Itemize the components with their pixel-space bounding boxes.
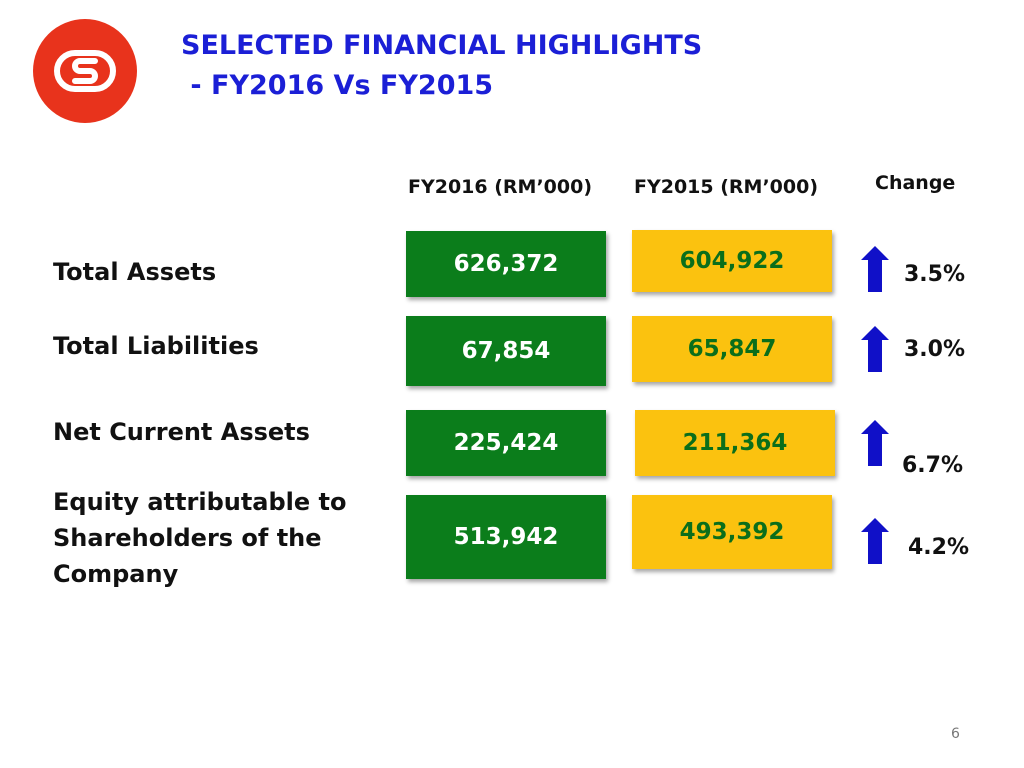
up-arrow-icon <box>861 420 889 466</box>
change-net-current-assets: 6.7% <box>902 453 964 478</box>
fy2016-value-net-current-assets: 225,424 <box>406 410 606 476</box>
fy2016-value-total-liabilities: 67,854 <box>406 316 606 386</box>
change-total-assets: 3.5% <box>904 262 966 287</box>
page-number: 6 <box>951 726 960 742</box>
page-title: SELECTED FINANCIAL HIGHLIGHTS - FY2016 V… <box>181 26 702 106</box>
fy2015-value-total-liabilities: 65,847 <box>632 316 832 382</box>
company-logo <box>33 19 137 123</box>
row-label-equity-attributable: Equity attributable to Shareholders of t… <box>53 488 347 588</box>
fy2015-value-net-current-assets: 211,364 <box>635 410 835 476</box>
up-arrow-icon <box>861 246 889 292</box>
change-total-liabilities: 3.0% <box>904 337 966 362</box>
up-arrow-icon <box>861 518 889 564</box>
fy2016-value-total-assets: 626,372 <box>406 231 606 297</box>
column-header-fy2016: FY2016 (RM’000) <box>408 176 593 198</box>
title-line-2: - FY2016 Vs FY2015 <box>181 70 494 101</box>
fy2015-value-equity-attributable: 493,392 <box>632 495 832 569</box>
change-equity-attributable: 4.2% <box>908 535 970 560</box>
up-arrow-icon <box>861 326 889 372</box>
column-header-fy2015: FY2015 (RM’000) <box>634 176 819 198</box>
fy2016-value-equity-attributable: 513,942 <box>406 495 606 579</box>
column-header-change: Change <box>875 172 956 194</box>
row-label-total-liabilities: Total Liabilities <box>53 332 259 360</box>
fy2015-value-total-assets: 604,922 <box>632 230 832 292</box>
row-label-total-assets: Total Assets <box>53 258 217 286</box>
row-label-net-current-assets: Net Current Assets <box>53 418 310 446</box>
title-line-1: SELECTED FINANCIAL HIGHLIGHTS <box>181 30 703 61</box>
